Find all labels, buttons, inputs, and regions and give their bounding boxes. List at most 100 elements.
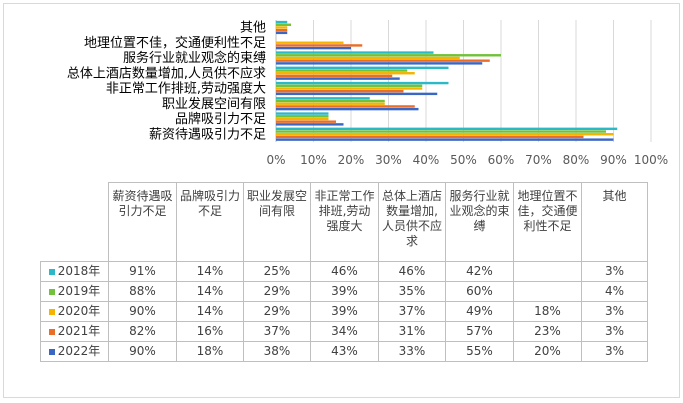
bar xyxy=(276,31,288,35)
table-header: 地理位置不 佳，交通便 利性不足 xyxy=(513,182,582,262)
table-cell: 16% xyxy=(176,321,244,342)
table-cell xyxy=(513,261,582,282)
series-name: 2021年 xyxy=(40,321,109,342)
table-header: 职业发展空 间有限 xyxy=(243,182,311,262)
table-cell: 88% xyxy=(108,281,177,302)
table-header: 品牌吸引力 不足 xyxy=(176,182,244,262)
bar xyxy=(276,77,400,80)
series-name: 2019年 xyxy=(40,281,109,302)
table-cell: 90% xyxy=(108,301,177,322)
table-cell: 39% xyxy=(310,301,379,322)
bar xyxy=(276,127,618,131)
x-tick-label: 30% xyxy=(375,153,402,167)
table-cell: 38% xyxy=(243,341,311,362)
bar xyxy=(276,84,423,87)
table-cell xyxy=(513,281,582,302)
bar xyxy=(276,135,584,139)
table-cell: 3% xyxy=(581,341,648,362)
series-name: 2022年 xyxy=(40,341,109,362)
table-cell: 18% xyxy=(176,341,244,362)
table-cell: 35% xyxy=(378,281,446,302)
bar xyxy=(276,133,614,136)
bar xyxy=(276,117,329,121)
data-table: 薪资待遇吸 引力不足 品牌吸引力 不足 职业发展空 间有限 非正常工作 排班,劳动 强度大 总体上… xyxy=(40,182,648,362)
bar xyxy=(276,87,423,90)
table-cell: 39% xyxy=(310,281,379,302)
table-cell: 3% xyxy=(581,301,648,322)
legend-swatch xyxy=(48,348,55,355)
legend-swatch xyxy=(48,268,55,275)
bar xyxy=(276,107,419,111)
x-tick-label: 0% xyxy=(266,153,285,167)
table-header: 服务行业就 业观念的束缚 xyxy=(445,182,514,262)
bar xyxy=(276,44,363,47)
table-cell: 33% xyxy=(378,341,446,362)
table-cell: 29% xyxy=(243,301,311,322)
table-cell: 37% xyxy=(378,301,446,322)
table-cell: 60% xyxy=(445,281,514,302)
table-cell: 55% xyxy=(445,341,514,362)
table-cell: 46% xyxy=(378,261,446,282)
bar xyxy=(276,89,404,93)
table-cell: 90% xyxy=(108,341,177,362)
table-corner xyxy=(40,182,109,262)
legend-swatch xyxy=(48,308,55,315)
bar xyxy=(276,56,460,60)
bar xyxy=(276,105,415,108)
x-tick-label: 40% xyxy=(413,153,440,167)
table-cell: 37% xyxy=(243,321,311,342)
category-label: 地理位置不佳，交通便利性不足 xyxy=(84,35,266,51)
category-label: 薪资待遇吸引力不足 xyxy=(149,127,266,142)
table-cell: 25% xyxy=(243,261,311,282)
table-cell: 43% xyxy=(310,341,379,362)
table-cell: 91% xyxy=(108,261,177,282)
bar xyxy=(276,123,344,126)
bar xyxy=(276,28,288,32)
table-cell: 31% xyxy=(378,321,446,342)
category-label: 其他 xyxy=(240,21,266,36)
table-header: 非正常工作 排班,劳动 强度大 xyxy=(310,182,379,262)
x-tick-label: 10% xyxy=(300,153,327,167)
bar xyxy=(276,46,351,50)
bar xyxy=(276,66,449,70)
table-cell: 23% xyxy=(513,321,582,342)
legend-swatch xyxy=(48,288,55,295)
bars xyxy=(276,20,618,141)
table-cell: 20% xyxy=(513,341,582,362)
x-tick-labels: 0% 10% 20% 30% 40% 50% 60% 70% 80% 90% 100% xyxy=(266,153,668,167)
series-name: 2020年 xyxy=(40,301,109,322)
table-cell: 57% xyxy=(445,321,514,342)
bar xyxy=(276,120,336,123)
bar xyxy=(276,41,344,44)
table-cell: 29% xyxy=(243,281,311,302)
table-header: 其他 xyxy=(581,182,648,262)
x-tick-label: 20% xyxy=(338,153,365,167)
bar xyxy=(276,51,434,54)
table-header: 薪资待遇吸 引力不足 xyxy=(108,182,177,262)
x-tick-label: 90% xyxy=(600,153,627,167)
x-tick-label: 100% xyxy=(634,153,668,167)
bar xyxy=(276,20,288,24)
category-label: 职业发展空间有限 xyxy=(162,96,266,112)
table-cell: 49% xyxy=(445,301,514,322)
table-cell: 3% xyxy=(581,321,648,342)
bar xyxy=(276,92,438,96)
table-cell: 42% xyxy=(445,261,514,282)
table-cell: 14% xyxy=(176,261,244,282)
bar xyxy=(276,97,370,100)
table-cell: 14% xyxy=(176,301,244,322)
bar xyxy=(276,54,501,57)
bar xyxy=(276,23,291,26)
x-tick-label: 80% xyxy=(563,153,590,167)
table-cell: 18% xyxy=(513,301,582,322)
table-row: 2020年 90% 14% 29% 39% 37% 49% 18% 3% xyxy=(40,301,648,322)
category-label: 非正常工作排班,劳动强度大 xyxy=(106,81,266,97)
category-labels: 薪资待遇吸引力不足品牌吸引力不足职业发展空间有限非正常工作排班,劳动强度大总体上… xyxy=(67,21,266,143)
category-label: 品牌吸引力不足 xyxy=(175,111,266,127)
table-cell: 34% xyxy=(310,321,379,342)
table-cell: 3% xyxy=(581,261,648,282)
bar xyxy=(276,74,393,78)
table-header: 总体上酒店 数量增加, 人员供不应求 xyxy=(378,182,446,262)
x-tick-label: 50% xyxy=(450,153,477,167)
bar xyxy=(276,115,329,118)
